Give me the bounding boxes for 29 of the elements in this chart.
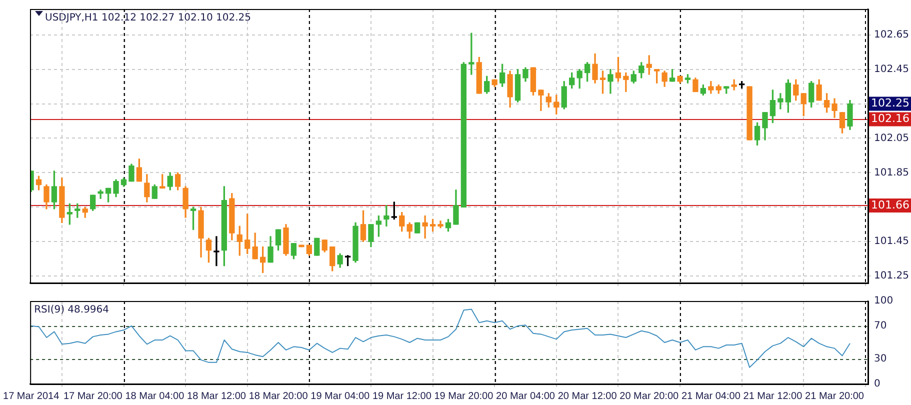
y-tick-label: 102.65 [874,29,909,40]
y-tick-label: 102.05 [874,132,909,144]
x-tick-label: 18 Mar 20:00 [248,390,308,402]
y-tick-label: 101.85 [874,167,909,178]
x-tick-label: 21 Mar 04:00 [681,390,741,402]
x-tick-label: 20 Mar 20:00 [620,390,680,402]
ref-line-label: 101.66 [871,198,910,212]
y-tick-label: 101.25 [874,270,909,282]
x-tick-label: 20 Mar 04:00 [496,390,556,402]
ref-line-label: 102.16 [871,112,910,126]
y-tick-label: 0 [874,378,880,390]
y-tick-label: 101.45 [874,236,909,248]
x-tick-label: 19 Mar 20:00 [434,390,494,402]
annotation: 102.25 [871,96,910,110]
y-tick-label: 70 [874,320,887,332]
y-tick-label: 102.45 [874,64,909,75]
x-tick-label: 19 Mar 12:00 [372,390,432,402]
x-tick-label: 21 Mar 20:00 [805,390,864,402]
x-tick-label: 18 Mar 12:00 [187,390,246,402]
x-tick-label: 21 Mar 12:00 [743,390,803,402]
chart-title: USDJPY,H1 102.12 102.27 102.10 102.25 [45,12,251,24]
chart-title: RSI(9) 48.9964 [34,304,110,316]
x-tick-label: 20 Mar 12:00 [558,390,618,402]
y-tick-label: 100 [874,296,894,307]
y-tick-label: 30 [874,354,887,365]
x-tick-label: 19 Mar 04:00 [310,390,370,402]
x-tick-label: 17 Mar 2014 [3,390,60,402]
x-tick-label: 17 Mar 20:00 [63,390,123,402]
x-tick-label: 18 Mar 04:00 [125,390,185,402]
